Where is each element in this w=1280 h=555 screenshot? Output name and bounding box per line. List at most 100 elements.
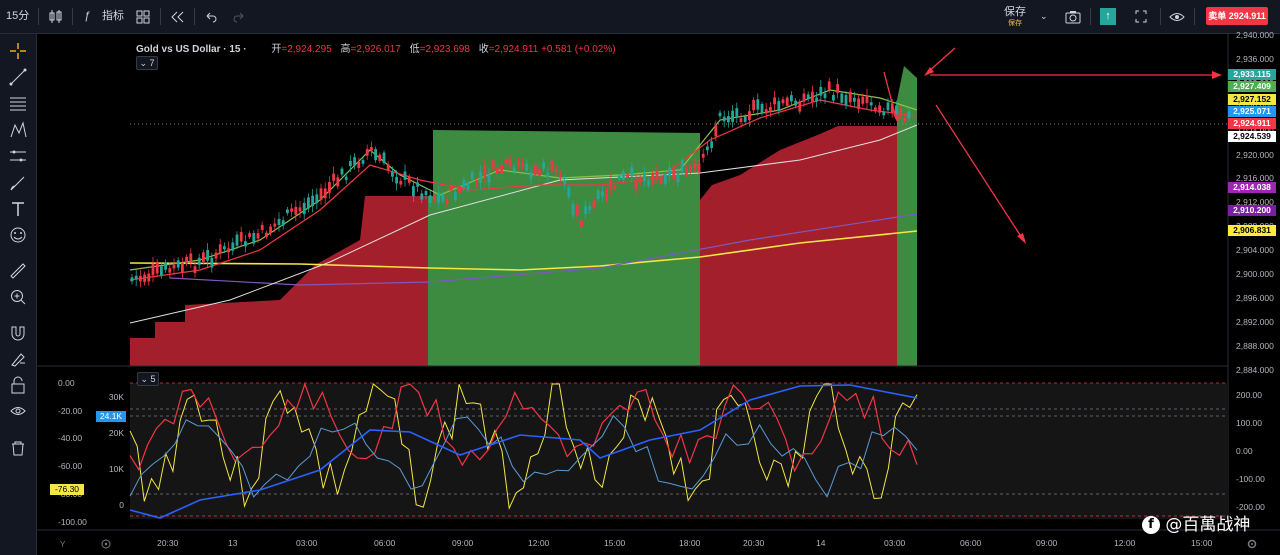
facebook-icon: f: [1142, 516, 1160, 534]
ma-purple: [169, 213, 918, 286]
candle-body: [563, 180, 566, 184]
candle-body: [823, 93, 827, 99]
price-label: 2,906.831: [1228, 225, 1276, 236]
candle-body: [458, 185, 461, 193]
candle-body: [307, 197, 310, 209]
save-button[interactable]: 保存: [1004, 6, 1026, 18]
candle-body: [613, 185, 617, 189]
candle-body: [676, 172, 680, 183]
candle-body: [286, 209, 289, 214]
interval-selector[interactable]: 15分: [6, 10, 30, 22]
osc-mid-tick: 30K: [108, 392, 124, 402]
red-cloud-area: [700, 126, 897, 366]
replay-icon[interactable]: [170, 8, 184, 25]
candles-icon[interactable]: [48, 8, 64, 25]
candle-body: [378, 154, 382, 162]
publish-icon[interactable]: ↑: [1100, 8, 1116, 25]
sell-button[interactable]: 卖单 2924.911: [1206, 7, 1268, 25]
candle-body: [479, 171, 482, 184]
candle-body: [575, 204, 579, 217]
pattern-icon[interactable]: [9, 121, 27, 139]
undo-icon[interactable]: [204, 8, 218, 25]
redo-icon[interactable]: [232, 8, 246, 25]
candle-body: [794, 100, 797, 106]
fx-icon[interactable]: ƒ: [84, 10, 91, 22]
trash-icon[interactable]: [9, 439, 27, 457]
osc-left-tick: -20.00: [58, 405, 83, 416]
candle-body: [470, 172, 474, 180]
candle-body: [189, 253, 193, 263]
price-label: 2,924.911: [1228, 118, 1276, 129]
fullscreen-icon[interactable]: [1134, 8, 1148, 25]
candle-body: [164, 262, 167, 270]
y-axis-icon[interactable]: Y: [58, 538, 70, 550]
candle-body: [218, 244, 222, 254]
lock-icon[interactable]: [9, 376, 27, 394]
open-value: =2,924.295: [281, 44, 332, 55]
candle-body: [155, 261, 159, 274]
candle-body: [827, 81, 831, 90]
ruler-icon[interactable]: [9, 262, 27, 280]
osc-mid-tick: 10K: [108, 464, 124, 474]
divider: [194, 8, 195, 25]
candle-body: [504, 159, 508, 164]
candle-body: [701, 153, 705, 158]
candle-body: [634, 178, 638, 190]
indicator-count: 7: [149, 58, 155, 68]
candle-body: [323, 188, 327, 199]
emoji-icon[interactable]: [9, 226, 27, 244]
collapse-indicators-button[interactable]: ⌄ 7: [136, 56, 158, 70]
camera-icon[interactable]: [1064, 8, 1082, 25]
candle-body: [336, 177, 340, 187]
candle-body: [172, 264, 176, 269]
price-tick: 2,912.000: [1236, 197, 1274, 208]
candle-body: [256, 233, 260, 239]
osc-mid-tick: 0: [119, 500, 124, 510]
candle-body: [672, 168, 676, 180]
price-label: 2,925.071: [1228, 106, 1276, 117]
zoom-in-icon[interactable]: [9, 288, 27, 306]
candle-body: [752, 99, 755, 111]
low-label: 低: [409, 44, 420, 55]
candle-body: [143, 274, 146, 283]
layout-grid-icon[interactable]: [136, 8, 150, 25]
collapse-osc-button[interactable]: ⌄ 5: [137, 372, 159, 386]
symbol-title[interactable]: Gold vs US Dollar · 15 ·: [136, 44, 247, 55]
candle-body: [844, 95, 848, 106]
chart-legend: Gold vs US Dollar · 15 · 开=2,924.295 高=2…: [136, 40, 616, 55]
indicators-button[interactable]: 指标: [102, 10, 124, 22]
chevron-down-icon[interactable]: ⌄: [1040, 11, 1048, 21]
gear-icon[interactable]: [1246, 538, 1258, 550]
candle-body: [210, 257, 214, 268]
divider: [1160, 8, 1161, 25]
time-tick: 20:30: [157, 538, 179, 548]
candle-body: [840, 93, 844, 103]
candle-body: [890, 103, 894, 114]
forecast-icon[interactable]: [9, 147, 27, 165]
stay-drawing-icon[interactable]: [9, 350, 27, 368]
candle-body: [605, 189, 608, 201]
magnet-icon[interactable]: [9, 324, 27, 342]
candle-body: [319, 188, 323, 201]
candle-body: [886, 102, 890, 111]
divider: [1194, 8, 1195, 25]
settings-icon[interactable]: [1044, 535, 1058, 549]
crosshair-icon[interactable]: [9, 42, 27, 60]
price-label: 2,927.409: [1228, 81, 1276, 92]
candle-body: [785, 97, 789, 106]
osc-red-line: [129, 382, 918, 473]
hide-icon[interactable]: [9, 402, 27, 420]
fib-lines-icon[interactable]: [9, 94, 27, 112]
target-icon[interactable]: [100, 538, 112, 550]
trend-line-icon[interactable]: [9, 68, 27, 86]
eye-icon[interactable]: [1168, 8, 1186, 25]
arrowhead: [1017, 233, 1026, 244]
candle-body: [147, 273, 151, 282]
text-icon[interactable]: [9, 200, 27, 218]
candle-body: [428, 195, 432, 204]
brush-icon[interactable]: [9, 174, 27, 192]
candle-body: [857, 98, 860, 109]
arrow: [927, 47, 956, 73]
close-label: 收: [478, 44, 489, 55]
